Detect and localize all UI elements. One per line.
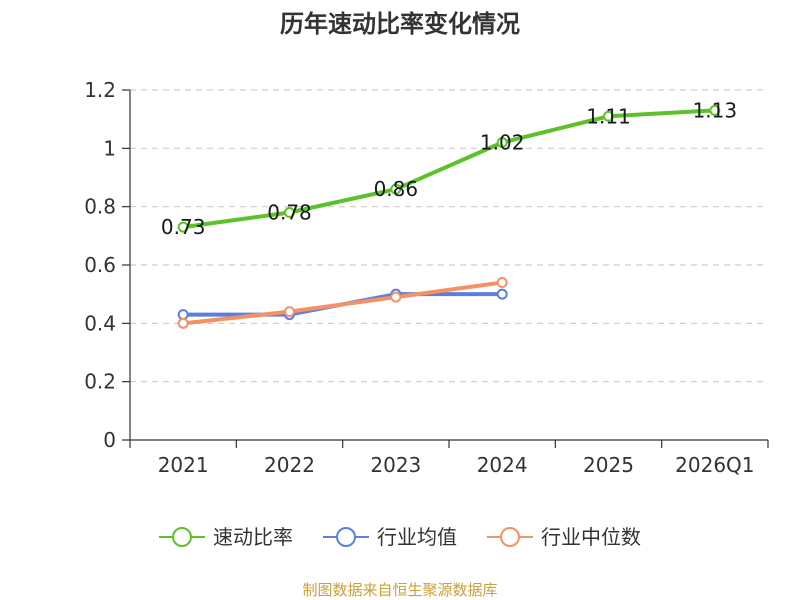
source-note: 制图数据来自恒生聚源数据库 xyxy=(302,581,497,599)
x-tick-label: 2024 xyxy=(477,453,528,477)
grid-lines xyxy=(130,89,768,383)
x-tick-label: 2021 xyxy=(158,453,209,477)
y-tick-label: 0.8 xyxy=(84,195,116,219)
legend-marker-circle xyxy=(500,527,520,547)
legend-marker-circle xyxy=(172,527,192,547)
x-tick-label: 2022 xyxy=(264,453,315,477)
data-label: 1.02 xyxy=(480,131,525,155)
data-label: 1.11 xyxy=(586,104,631,128)
legend-item-0[interactable]: 速动比率 xyxy=(159,525,293,549)
y-tick-label: 0.6 xyxy=(84,253,116,277)
data-labels: 0.73 0.78 0.86 1.02 1.11 1.13 xyxy=(161,98,737,239)
legend-item-1[interactable]: 行业均值 xyxy=(323,525,457,549)
legend-label: 速动比率 xyxy=(213,525,293,549)
legend-label: 行业均值 xyxy=(377,525,457,549)
series-line-0 xyxy=(181,108,717,230)
x-tick-label: 2025 xyxy=(583,453,634,477)
y-tick-label: 1 xyxy=(103,136,116,160)
data-point-0[interactable] xyxy=(709,104,721,116)
x-axis: 2021 2022 2023 2024 2025 2026Q1 xyxy=(129,439,769,477)
y-tick-label: 0.4 xyxy=(84,311,116,335)
data-label: 0.73 xyxy=(161,215,206,239)
data-point-1[interactable] xyxy=(177,309,189,321)
data-point-2[interactable] xyxy=(177,317,189,329)
y-tick-label: 0 xyxy=(103,428,116,452)
data-point-0[interactable] xyxy=(603,110,614,122)
y-axis: 0 0.2 0.4 0.6 0.8 1 1.2 xyxy=(84,78,131,452)
legend-item-2[interactable]: 行业中位数 xyxy=(487,525,641,549)
y-tick-label: 0.2 xyxy=(84,370,116,394)
data-point-0[interactable] xyxy=(177,221,189,233)
legend-marker-circle xyxy=(336,527,356,547)
data-label: 0.78 xyxy=(267,201,312,225)
data-point-1[interactable] xyxy=(496,288,508,300)
legend[interactable]: 速动比率 行业均值 行业中位数 xyxy=(159,525,641,549)
series-line-2 xyxy=(181,280,505,326)
data-point-2[interactable] xyxy=(390,291,402,303)
data-label: 1.13 xyxy=(693,98,738,122)
y-tick-label: 1.2 xyxy=(84,78,116,102)
x-tick-label: 2026Q1 xyxy=(675,453,754,477)
x-tick-label: 2023 xyxy=(370,453,421,477)
data-point-0[interactable] xyxy=(496,137,508,148)
data-point-2[interactable] xyxy=(284,306,295,318)
chart-title: 历年速动比率变化情况 xyxy=(280,10,520,38)
data-point-0[interactable] xyxy=(284,207,295,218)
legend-label: 行业中位数 xyxy=(541,525,641,549)
data-point-2[interactable] xyxy=(496,277,508,288)
data-label: 0.86 xyxy=(374,177,419,201)
data-point-0[interactable] xyxy=(390,183,402,195)
series-layer xyxy=(177,104,721,329)
